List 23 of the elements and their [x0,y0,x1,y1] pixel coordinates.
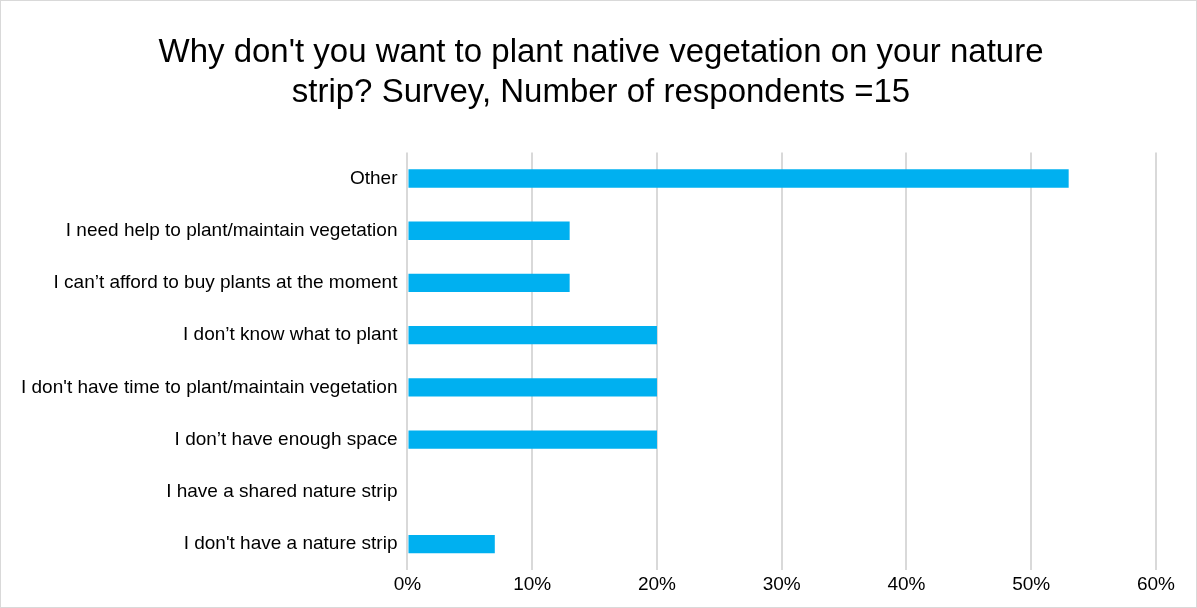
y-tick-label: I need help to plant/maintain vegetation [65,218,398,240]
chart-title: Why don't you want to plant native vegetation on your nature strip? Survey, Number of respondents =15 [157,31,1045,111]
bar [408,221,570,240]
y-tick-label: Other [349,166,399,188]
y-tick-label: I have a shared nature strip [166,480,398,502]
x-tick-label: 0% [393,572,422,594]
bar [408,534,495,554]
y-tick-label: I can’t afford to buy plants at the moment [53,271,399,293]
x-tick-label: 10% [513,572,552,594]
y-tick-label: I don't have a nature strip [183,532,398,554]
x-tick-label: 30% [762,572,801,594]
bar [408,430,657,449]
y-tick-label: I don’t have enough space [174,427,398,449]
bar [408,378,657,397]
bar [408,169,1069,188]
x-tick-label: 20% [637,572,677,594]
x-tick-label: 40% [887,572,926,594]
x-tick-label: 50% [1012,572,1051,594]
y-tick-label: I don't have time to plant/maintain vegetation [20,375,398,397]
bar [408,326,657,345]
y-tick-label: I don’t know what to plant [183,323,399,345]
bar [408,273,570,293]
x-tick-label: 60% [1136,572,1176,594]
